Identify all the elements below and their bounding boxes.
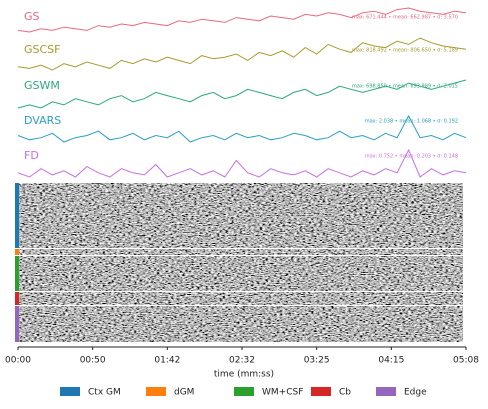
segment-bar — [15, 183, 19, 248]
legend-label: Edge — [404, 388, 427, 398]
trace — [17, 79, 467, 109]
x-tick-label: 01:42 — [154, 356, 180, 366]
trace-annotation: max: 671.444 • mean: 662.987 • σ: 3.570 — [352, 15, 458, 21]
trace — [17, 7, 467, 33]
trace-annotation: max: 2.038 • mean: 1.068 • σ: 0.192 — [365, 119, 458, 125]
segment-bar — [15, 256, 19, 291]
trace-title: GS — [24, 10, 40, 23]
legend-swatch — [311, 387, 331, 396]
carpet-block — [18, 306, 463, 342]
trace — [17, 148, 467, 178]
legend-swatch — [146, 387, 166, 396]
trace-annotation: max: 0.752 • mean: 0.203 • σ: 0.148 — [365, 154, 458, 160]
trace-title: GSCSF — [24, 43, 61, 56]
legend-label: WM+CSF — [262, 388, 303, 398]
trace-title: DVARS — [24, 114, 61, 127]
carpet-block — [18, 249, 463, 255]
x-tick-label: 02:32 — [229, 356, 255, 366]
legend-label: dGM — [174, 388, 194, 398]
carpet-block — [18, 256, 463, 291]
x-tick-label: 03:25 — [304, 356, 330, 366]
legend-swatch — [376, 387, 396, 396]
legend-label: Cb — [339, 388, 351, 398]
carpet-block — [18, 292, 463, 305]
x-tick-label: 05:08 — [453, 356, 479, 366]
trace-annotation: max: 818.492 • mean: 806.650 • σ: 5.189 — [352, 48, 458, 54]
segment-bar — [15, 292, 19, 305]
trace-annotation: max: 698.850 • mean: 693.989 • σ: 2.015 — [352, 84, 458, 90]
trace-title: FD — [24, 149, 39, 162]
legend-label: Ctx GM — [88, 388, 121, 398]
trace-title: GSWM — [24, 79, 60, 92]
legend-swatch — [60, 387, 80, 396]
trace — [17, 114, 467, 143]
legend-swatch — [234, 387, 254, 396]
segment-bar — [15, 306, 19, 342]
x-tick-label: 00:50 — [80, 356, 106, 366]
carpet — [18, 183, 463, 342]
x-tick-label: 00:00 — [5, 356, 31, 366]
carpet-block — [18, 183, 463, 248]
x-axis-label: time (mm:ss) — [214, 370, 274, 380]
segment-bar — [15, 249, 19, 255]
trace — [17, 37, 467, 71]
x-tick-label: 04:15 — [378, 356, 404, 366]
